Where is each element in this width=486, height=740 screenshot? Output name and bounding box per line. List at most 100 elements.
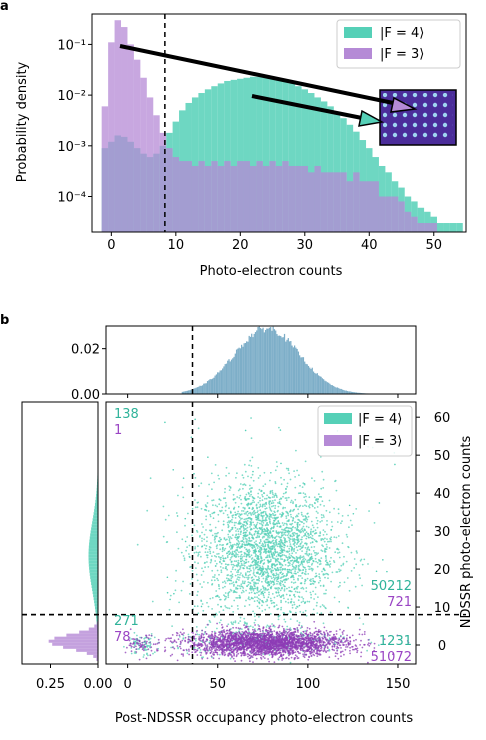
scatter-point	[236, 571, 238, 573]
scatter-point	[281, 528, 283, 531]
scatter-point	[259, 590, 261, 592]
scatter-point	[231, 576, 234, 578]
scatter-point	[250, 577, 253, 579]
scatter-point	[265, 569, 268, 571]
scatter-point	[333, 507, 335, 510]
scatter-point	[299, 520, 301, 523]
scatter-point	[329, 611, 332, 614]
scatter-point	[272, 576, 275, 579]
scatter-point	[257, 571, 259, 573]
scatter-point	[256, 521, 259, 524]
scatter-point	[234, 620, 237, 622]
scatter-point	[311, 562, 314, 565]
scatter-point	[295, 538, 297, 541]
scatter-point	[151, 600, 154, 603]
top-bar	[211, 378, 214, 394]
scatter-point	[330, 536, 333, 539]
scatter-point	[321, 550, 324, 552]
scatter-point	[266, 514, 269, 517]
scatter-point	[246, 526, 249, 529]
scatter-point	[272, 512, 274, 515]
scatter-point	[308, 600, 311, 603]
top-bar	[256, 330, 258, 394]
scatter-point	[264, 608, 267, 611]
scatter-point	[247, 475, 249, 478]
scatter-point	[251, 639, 254, 642]
scatter-point	[303, 557, 305, 559]
scatter-point	[204, 504, 207, 506]
scatter-point	[252, 479, 255, 482]
scatter-point	[248, 553, 251, 556]
scatter-point	[261, 518, 264, 520]
scatter-point	[216, 553, 219, 555]
scatter-point	[281, 522, 284, 524]
scatter-point	[263, 503, 266, 506]
scatter-point	[237, 555, 240, 558]
scatter-point	[333, 645, 336, 647]
scatter-point	[321, 544, 323, 546]
scatter-point	[217, 474, 220, 477]
scatter-point	[264, 483, 267, 486]
scatter-point	[235, 536, 238, 539]
scatter-point	[228, 507, 230, 510]
scatter-point	[254, 530, 257, 532]
scatter-point	[239, 513, 242, 516]
scatter-point	[298, 596, 301, 598]
scatter-point	[201, 657, 204, 660]
scatter-point	[285, 497, 288, 499]
scatter-point	[237, 545, 240, 548]
scatter-point	[305, 543, 308, 546]
scatter-point	[286, 485, 288, 488]
scatter-point	[236, 537, 239, 540]
scatter-point	[257, 514, 259, 516]
scatter-point	[217, 520, 220, 523]
top-bar	[271, 330, 273, 394]
scatter-point	[221, 547, 224, 550]
left-bar-f4	[90, 575, 98, 579]
scatter-point	[361, 584, 363, 587]
scatter-point	[228, 485, 231, 488]
scatter-point	[291, 526, 294, 529]
scatter-point	[336, 571, 339, 573]
scatter-point	[322, 514, 325, 517]
top-bar	[228, 359, 230, 394]
scatter-point	[197, 642, 200, 644]
scatter-point	[225, 543, 228, 546]
scatter-point	[261, 530, 264, 533]
scatter-point	[262, 586, 265, 589]
scatter-point	[259, 538, 262, 541]
bar-f3	[127, 44, 134, 232]
scatter-point	[267, 529, 270, 532]
scatter-point	[308, 534, 310, 537]
scatter-point	[137, 648, 140, 650]
scatter-point	[293, 588, 296, 591]
top-bar	[251, 333, 253, 394]
scatter-point	[287, 561, 290, 564]
scatter-point	[301, 486, 304, 488]
scatter-point	[241, 543, 244, 545]
scatter-point	[298, 540, 300, 543]
scatter-point	[222, 512, 225, 515]
scatter-point	[315, 510, 318, 513]
scatter-point	[257, 590, 260, 593]
scatter-point	[273, 630, 276, 632]
top-bar	[304, 361, 306, 394]
top-bar	[219, 370, 221, 394]
scatter-point	[269, 587, 272, 589]
scatter-point	[244, 534, 246, 537]
top-bar	[261, 329, 263, 394]
top-bar	[201, 385, 204, 394]
scatter-point	[312, 550, 315, 552]
scatter-point	[237, 522, 240, 525]
scatter-point	[267, 585, 269, 587]
scatter-point	[321, 470, 324, 473]
bar-f3	[314, 165, 321, 232]
scatter-point	[191, 534, 194, 537]
top-bar	[239, 348, 241, 394]
scatter-point	[351, 524, 353, 526]
scatter-point	[313, 496, 316, 499]
scatter-point	[224, 597, 227, 600]
scatter-point	[230, 642, 233, 645]
scatter-point	[285, 488, 287, 490]
scatter-point	[272, 542, 275, 544]
